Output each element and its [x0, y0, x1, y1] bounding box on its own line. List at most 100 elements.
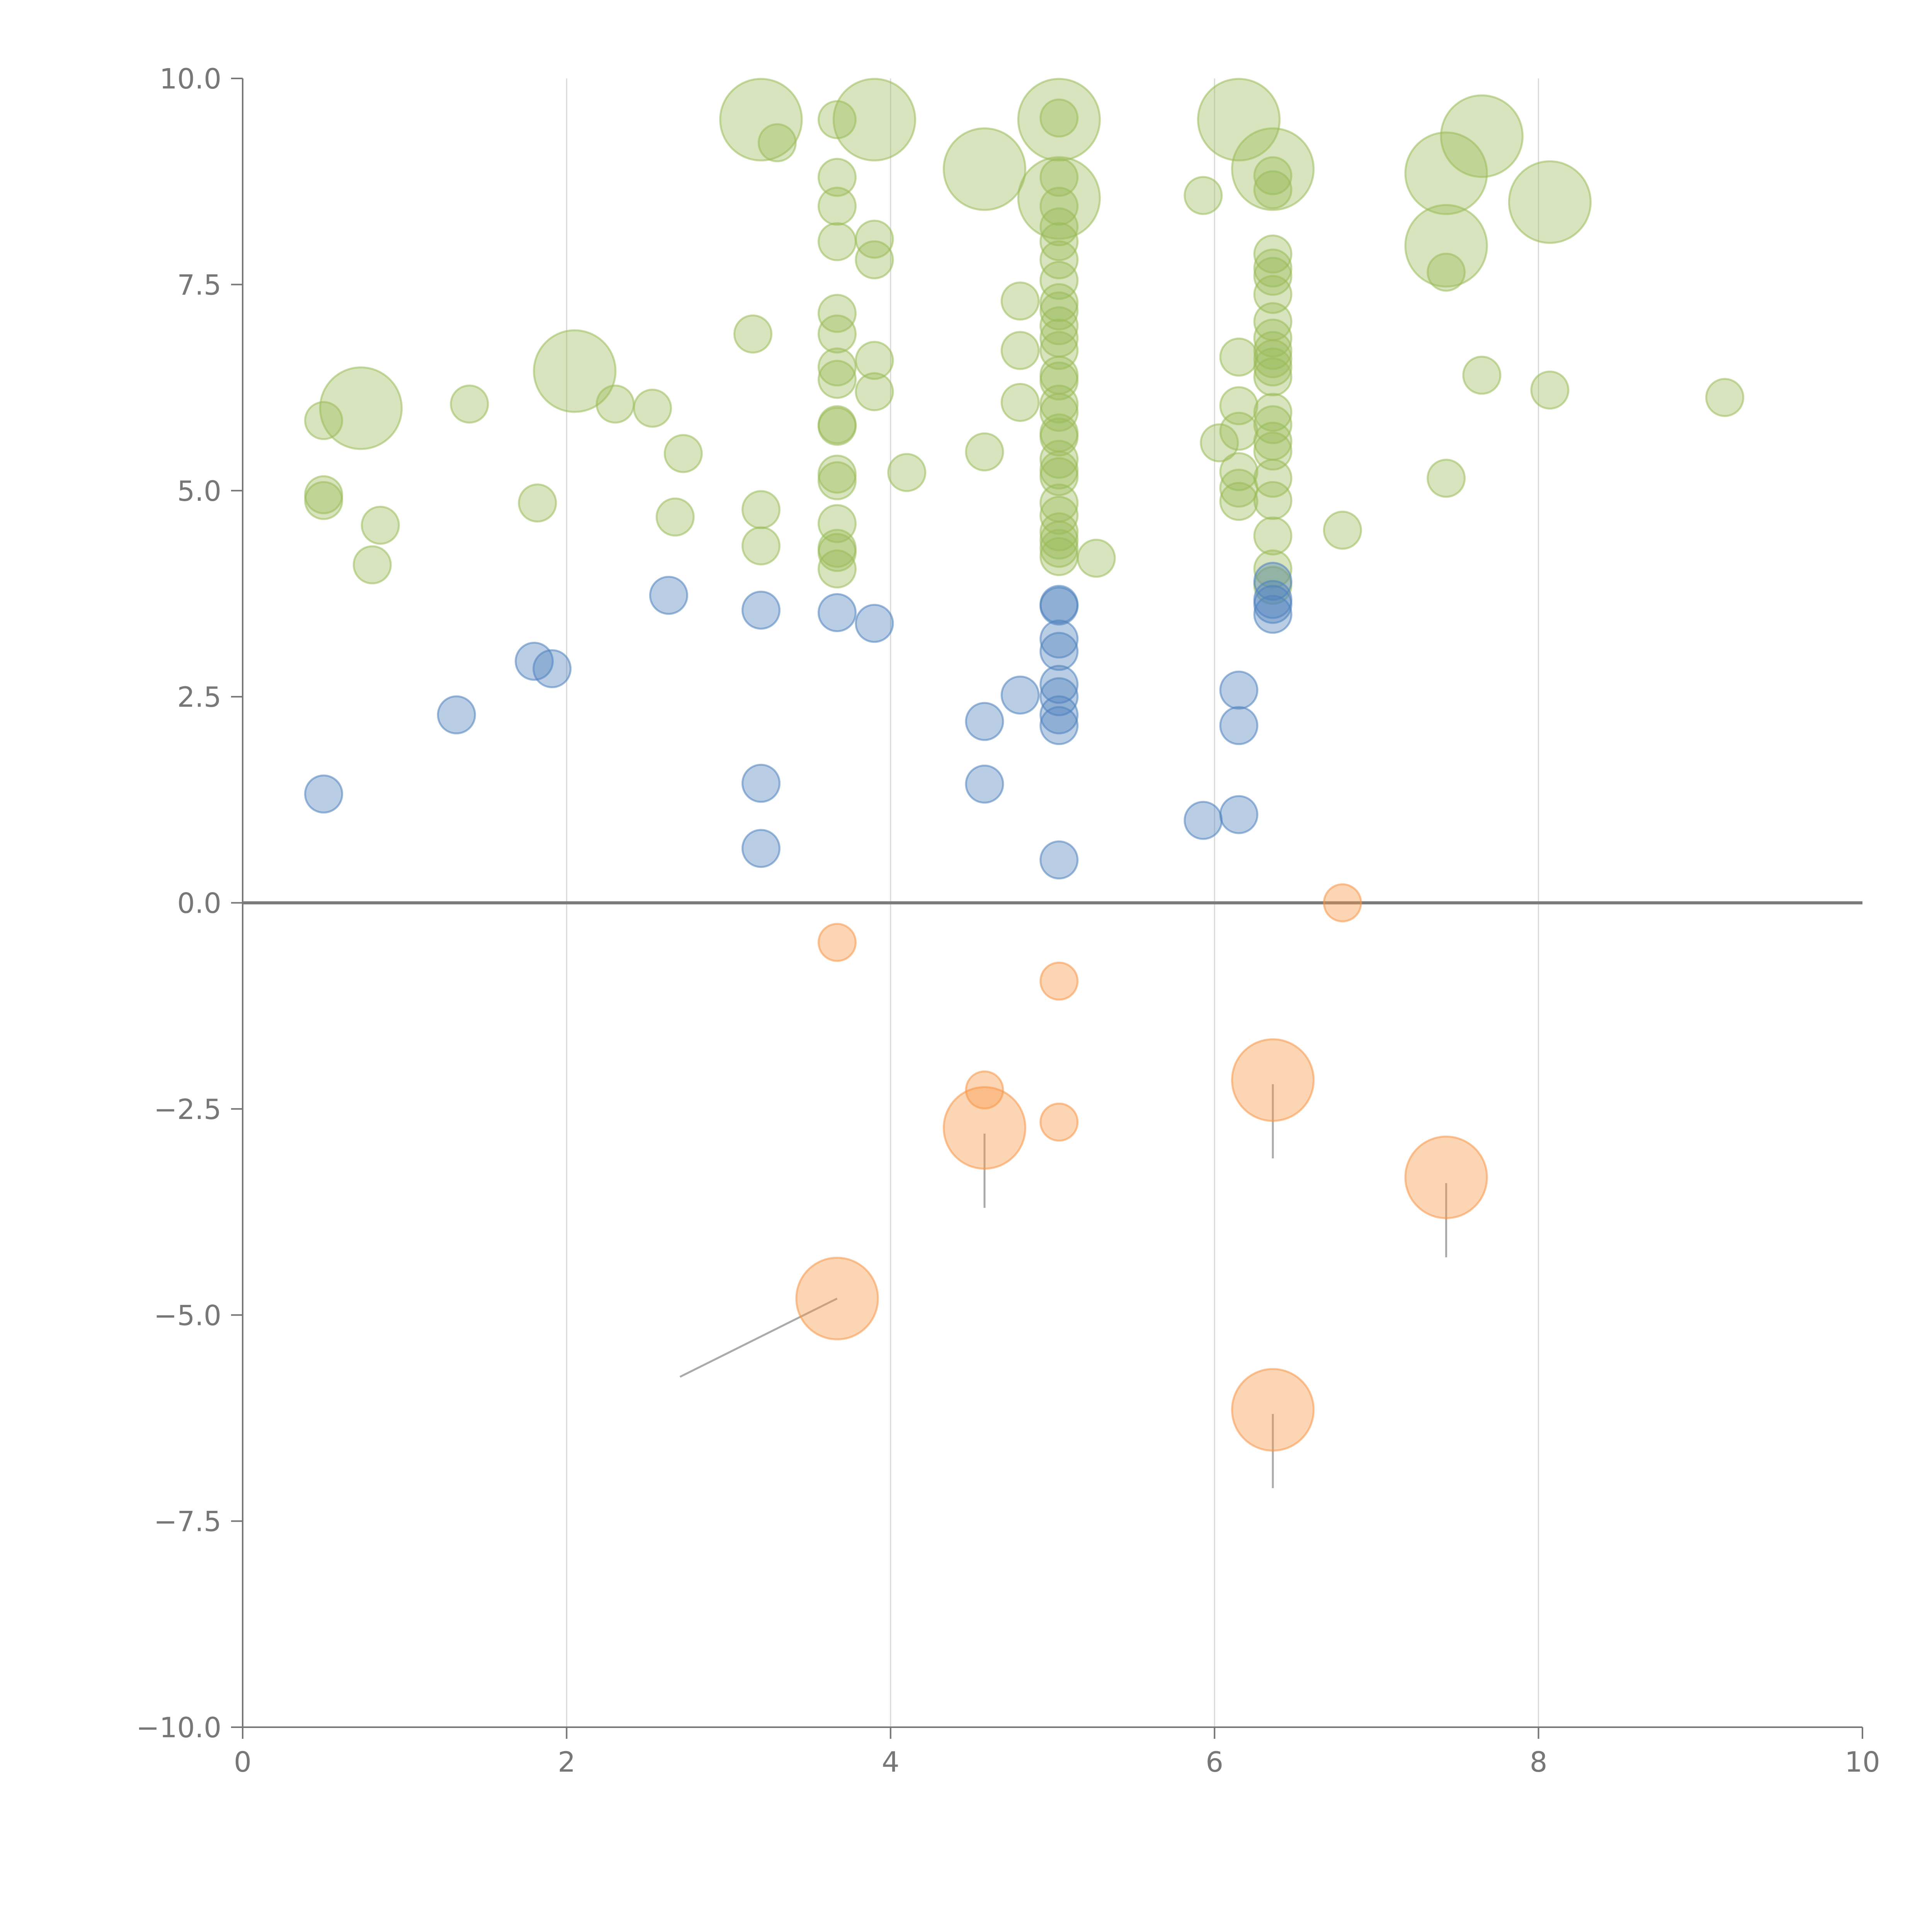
y-tick-label: −2.5	[154, 1093, 221, 1126]
bubble-green	[965, 432, 1004, 471]
bubble-blue	[1039, 706, 1079, 745]
x-tick-label: 6	[1206, 1746, 1223, 1778]
bubble-green	[1253, 170, 1293, 209]
bubble-green	[1253, 357, 1293, 396]
x-tick-label: 10	[1845, 1746, 1880, 1778]
leader-line	[679, 1298, 838, 1378]
bubble-green	[817, 360, 857, 399]
bubble-green	[1017, 156, 1101, 240]
y-tick-label: −7.5	[154, 1505, 221, 1538]
bubble-green	[1039, 158, 1079, 197]
bubble-blue	[741, 829, 781, 868]
y-tick-label: 5.0	[177, 475, 221, 507]
bubble-green	[352, 545, 392, 585]
bubble-green	[817, 314, 857, 354]
bubble-green	[1253, 393, 1293, 432]
bubble-green	[817, 347, 857, 387]
bubble-green	[1253, 156, 1293, 196]
bubble-green	[719, 78, 803, 162]
bubble-blue	[1219, 670, 1259, 710]
bubble-orange	[1404, 1135, 1488, 1219]
bubble-green	[1253, 347, 1293, 387]
bubble-green	[1253, 234, 1293, 274]
bubble-green	[817, 222, 857, 261]
bubble-green	[1039, 240, 1079, 279]
bubble-green	[817, 533, 857, 572]
leader-line	[1059, 197, 1134, 216]
y-tick-label: −10.0	[136, 1711, 221, 1744]
y-tick-label: 2.5	[177, 681, 221, 713]
bubble-orange	[1231, 1038, 1315, 1122]
bubble-blue	[817, 593, 857, 633]
bubble-green	[1039, 440, 1079, 479]
bubble-green	[1219, 337, 1259, 377]
bubble-green	[1039, 98, 1079, 138]
bubble-green	[757, 123, 797, 162]
bubble-green	[1323, 510, 1362, 550]
bubble-green	[1253, 431, 1293, 471]
bubble-green	[817, 549, 857, 588]
bubble-orange	[1231, 1368, 1315, 1452]
bubble-blue	[741, 764, 781, 803]
bubble-green	[1039, 261, 1079, 300]
axes: 0 2 4 6 8 10 10.0 7.5 5.0 2.5 0.0 −2.5 −5.0 −7.5 −10.0	[136, 63, 1880, 1778]
bubble-green	[1427, 252, 1466, 292]
bubble-blue	[1219, 706, 1259, 745]
bubble-orange	[1039, 961, 1079, 1001]
bubble-green	[817, 461, 857, 500]
leader-line	[761, 114, 818, 121]
bubble-green	[361, 505, 400, 545]
bubble-green	[1508, 160, 1592, 244]
bubble-green	[817, 158, 857, 197]
bubble-green	[817, 187, 857, 226]
bubble-green	[1200, 423, 1239, 463]
bubble-green	[595, 384, 635, 424]
bubble-green	[633, 388, 672, 428]
bubble-blue	[1253, 595, 1293, 634]
bubble-blue	[741, 590, 781, 630]
bubble-orange	[1323, 883, 1362, 922]
bubble-green	[1219, 412, 1259, 451]
x-tick-label: 2	[558, 1746, 575, 1778]
bubble-green	[741, 526, 781, 566]
bubble-green	[1039, 207, 1079, 247]
bubble-blue	[437, 695, 476, 735]
y-tick-label: 7.5	[177, 269, 221, 301]
bubble-blue	[1184, 801, 1223, 840]
bubble-green	[1039, 187, 1079, 226]
bubble-orange	[1039, 1102, 1079, 1142]
bubble-green	[1039, 384, 1079, 424]
y-tick-label: 10.0	[160, 63, 221, 95]
bubble-green	[1404, 131, 1488, 215]
bubble-green	[733, 314, 772, 354]
bubble-blue	[965, 764, 1004, 804]
bubbles	[304, 78, 1745, 1452]
bubble-green	[1253, 318, 1293, 358]
leader-line	[1059, 112, 1117, 121]
bubble-green	[1077, 539, 1116, 578]
bubble-blue	[1039, 665, 1079, 704]
bubble-green	[1253, 275, 1293, 314]
x-tick-label: 0	[234, 1746, 252, 1778]
bubble-green	[1039, 537, 1079, 576]
bubble-green	[1231, 127, 1315, 211]
bubble-green	[1253, 481, 1293, 520]
bubble-green	[1404, 204, 1488, 288]
leader-line	[360, 391, 389, 409]
bubble-green	[1039, 529, 1079, 568]
bubble-green	[855, 372, 894, 412]
leader-lines	[360, 112, 1507, 1488]
bubble-orange	[965, 1070, 1004, 1110]
bubble-orange	[817, 923, 857, 962]
bubble-green	[855, 341, 894, 380]
bubble-green	[832, 78, 916, 162]
bubble-blue	[855, 604, 894, 643]
bubble-green	[855, 219, 894, 259]
bubble-green	[1530, 370, 1570, 410]
bubble-blue	[1039, 586, 1079, 626]
bubble-green	[1440, 94, 1524, 178]
bubble-green	[450, 384, 489, 424]
bubble-green	[1039, 417, 1079, 457]
